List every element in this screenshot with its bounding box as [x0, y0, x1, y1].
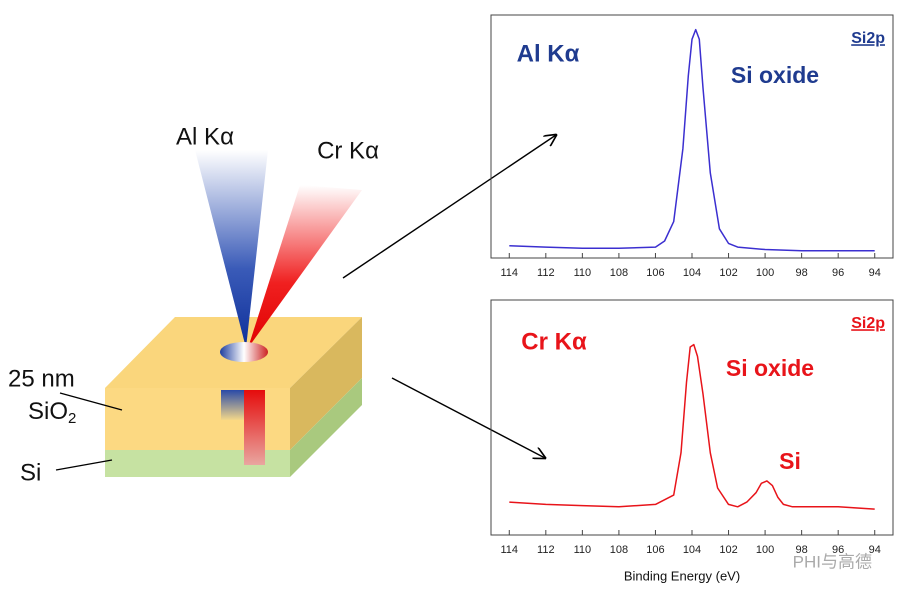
watermark: PHI与高德: [793, 552, 872, 571]
cr-beam: [248, 185, 362, 348]
spectrum-line: [509, 343, 875, 510]
chart-title: Al Kα: [517, 40, 580, 67]
label: Al Kα: [176, 123, 234, 150]
red-depth: [244, 390, 265, 465]
x-tick-label: 114: [500, 267, 518, 279]
side-face: [290, 317, 362, 450]
annotation: Si oxide: [731, 62, 819, 88]
x-axis-title: Binding Energy (eV): [624, 568, 740, 583]
spectrum-line: [509, 28, 875, 252]
x-tick-label: 96: [832, 267, 844, 279]
annotation: Si oxide: [726, 355, 814, 381]
side-face-si: [290, 378, 362, 477]
al-beam: [195, 150, 268, 348]
x-tick-label: 98: [796, 544, 808, 556]
x-tick-label: 108: [610, 544, 628, 556]
x-tick-label: 110: [574, 544, 592, 556]
label: SiO2: [28, 398, 76, 427]
x-tick-label: 114: [500, 544, 518, 556]
x-tick-label: 104: [683, 544, 701, 556]
x-tick-label: 96: [832, 544, 844, 556]
x-tick-label: 112: [537, 544, 555, 556]
x-tick-label: 94: [869, 544, 881, 556]
x-tick-label: 106: [646, 267, 664, 279]
x-tick-label: 100: [756, 267, 774, 279]
x-tick-label: 110: [574, 267, 592, 279]
arrow: [391, 377, 545, 458]
analysis-spot: [220, 342, 268, 362]
region-label: Si2p: [851, 315, 885, 332]
label: Cr Kα: [317, 137, 379, 164]
chart-title: Cr Kα: [521, 328, 587, 355]
annotation: Si: [779, 448, 801, 474]
x-tick-label: 98: [796, 267, 808, 279]
x-tick-label: 102: [719, 267, 737, 279]
label: 2: [68, 410, 76, 427]
region-label: Si2p: [851, 30, 885, 47]
label: SiO: [28, 398, 68, 425]
sample-diagram: Al Kα Cr Kα 25 nm SiO2 Si: [8, 123, 556, 486]
x-tick-label: 100: [756, 544, 774, 556]
arrow: [342, 135, 556, 279]
label: 25 nm: [8, 365, 75, 392]
leader: [55, 459, 113, 471]
label: Si: [20, 459, 41, 486]
x-tick-label: 104: [683, 267, 701, 279]
x-tick-label: 112: [537, 267, 555, 279]
x-tick-label: 108: [610, 267, 628, 279]
x-tick-label: 102: [719, 544, 737, 556]
x-tick-label: 106: [646, 544, 664, 556]
x-tick-label: 94: [869, 267, 881, 279]
leader: [59, 392, 123, 411]
blue-depth: [221, 390, 244, 420]
